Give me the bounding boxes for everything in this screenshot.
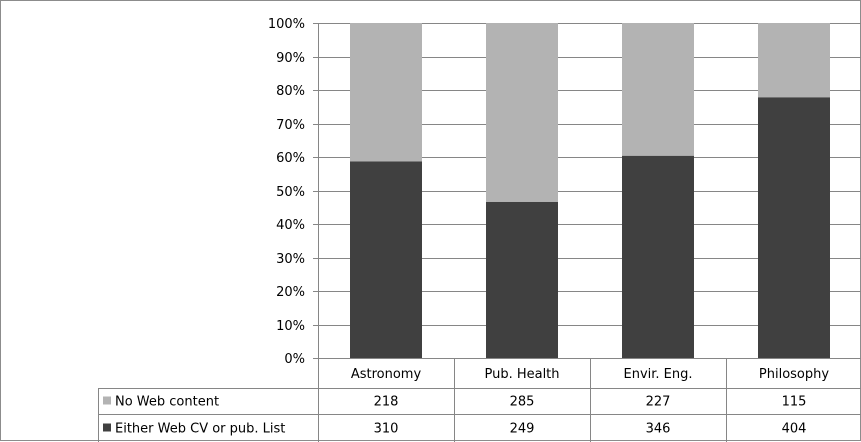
data-table-value: 285 — [510, 395, 535, 410]
bar-segment-no-web-content — [350, 23, 422, 162]
x-category-label: Astronomy — [351, 367, 422, 382]
y-tick-label: 10% — [276, 319, 305, 334]
y-tick-label: 70% — [276, 118, 305, 133]
y-tick-label: 40% — [276, 218, 305, 233]
data-table-value: 404 — [782, 422, 807, 437]
bar-segment-no-web-content — [486, 23, 558, 202]
y-tick-label: 60% — [276, 151, 305, 166]
data-table-value: 115 — [782, 395, 807, 410]
data-table-value: 249 — [510, 422, 535, 437]
bar-segment-web-cv-or-pub-list — [758, 97, 830, 359]
bar-segment-web-cv-or-pub-list — [486, 201, 558, 358]
legend-label: No Web content — [115, 395, 219, 410]
data-table-value: 218 — [374, 395, 399, 410]
y-tick-label: 90% — [276, 51, 305, 66]
y-tick-label: 100% — [268, 17, 305, 32]
legend-label: Either Web CV or pub. List — [115, 422, 285, 437]
y-tick-label: 30% — [276, 252, 305, 267]
legend-key — [103, 396, 111, 405]
data-table-value: 346 — [646, 422, 671, 437]
y-tick-label: 50% — [276, 185, 305, 200]
bar-segment-no-web-content — [622, 23, 694, 156]
data-table-value: 227 — [646, 395, 671, 410]
x-category-label: Envir. Eng. — [623, 367, 692, 382]
y-tick-label: 80% — [276, 84, 305, 99]
bar-segment-no-web-content — [758, 23, 830, 98]
y-tick-label: 0% — [284, 352, 305, 367]
data-table-value: 310 — [374, 422, 399, 437]
x-category-label: Philosophy — [759, 367, 829, 382]
y-tick-label: 20% — [276, 285, 305, 300]
legend-key — [103, 423, 111, 432]
bar-segment-web-cv-or-pub-list — [350, 161, 422, 358]
bar-segment-web-cv-or-pub-list — [622, 155, 694, 358]
x-category-label: Pub. Health — [484, 367, 559, 382]
